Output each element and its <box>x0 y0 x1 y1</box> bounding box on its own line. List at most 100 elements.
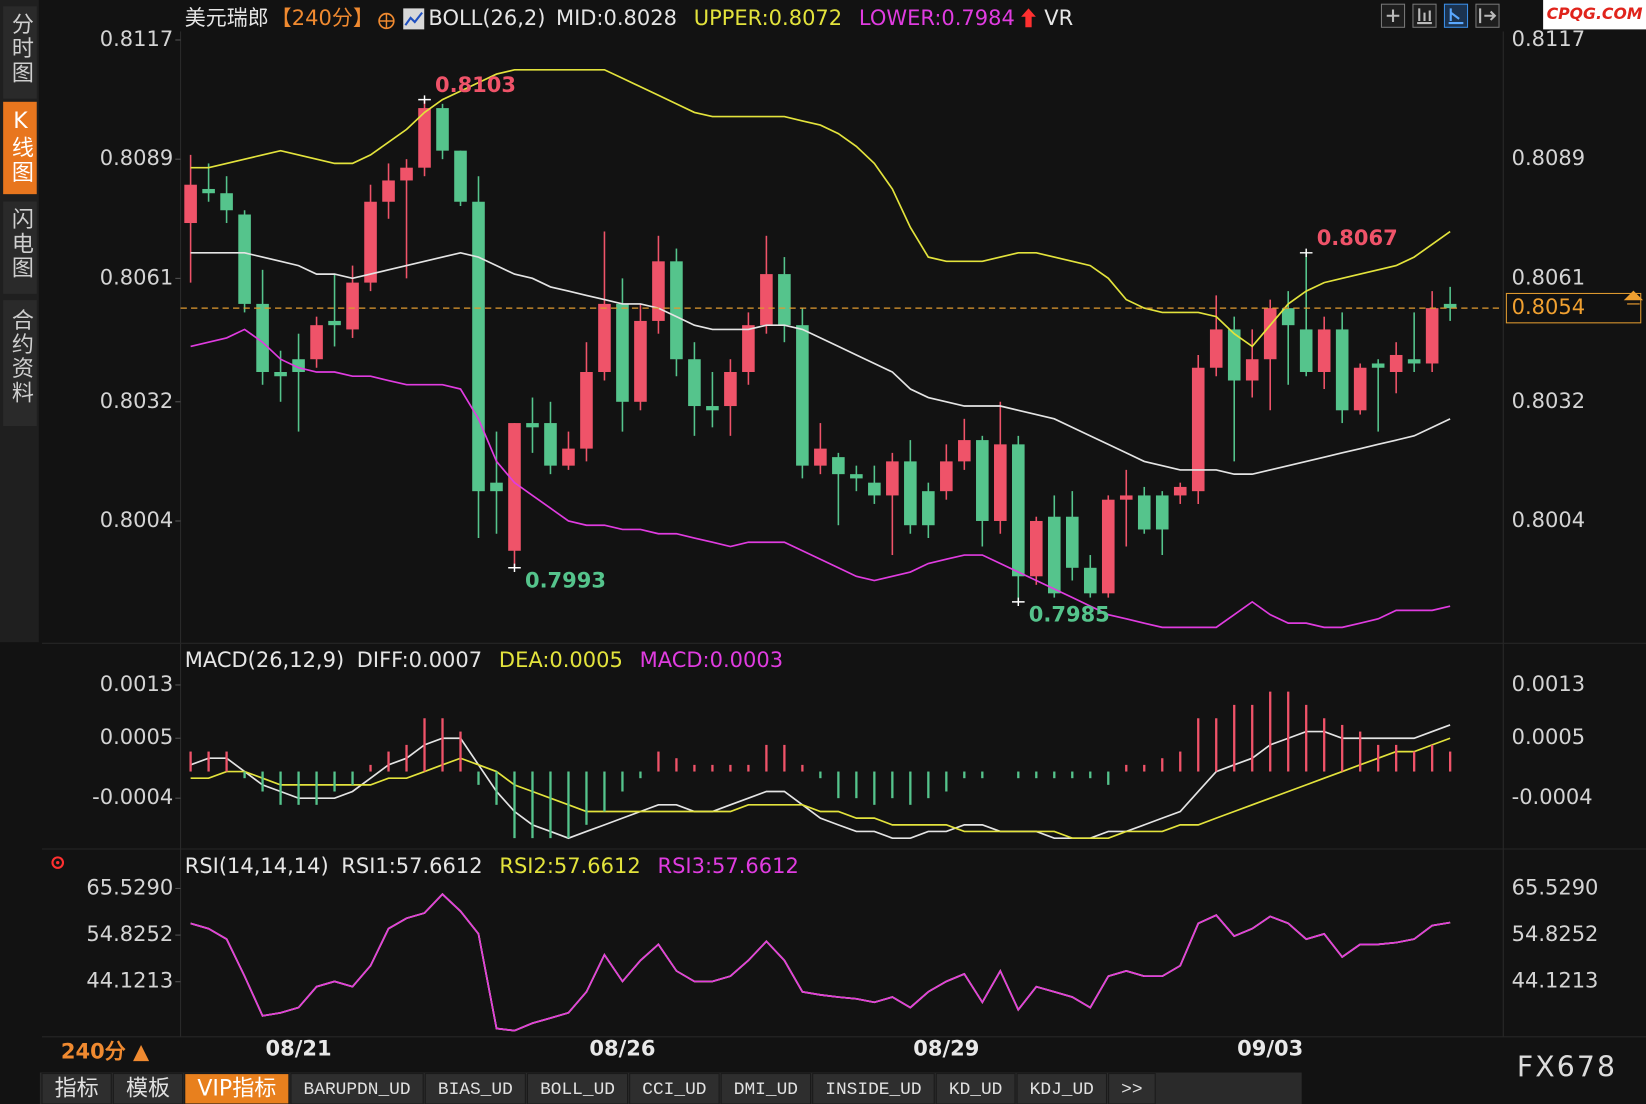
tab-bg[interactable] <box>629 1073 720 1104</box>
candle-body <box>1407 359 1421 364</box>
candle-body <box>670 261 683 360</box>
tab-label[interactable]: CCI_UD <box>642 1080 706 1100</box>
candle-body <box>1155 495 1169 530</box>
candle-body <box>1443 303 1457 309</box>
tab-bg[interactable] <box>290 1073 424 1104</box>
legend-entry: MID:0.8028 <box>556 6 677 30</box>
candle-body <box>778 274 791 326</box>
y-tick-label-right: 0.8117 <box>1512 27 1585 51</box>
extreme-marker <box>1299 248 1313 258</box>
sidebar-tab[interactable] <box>3 201 37 294</box>
tab-bg[interactable] <box>424 1073 526 1104</box>
extreme-marker <box>1012 597 1025 607</box>
tab-bg[interactable] <box>720 1073 812 1104</box>
tab-bg[interactable] <box>1016 1073 1108 1104</box>
candle-body <box>346 282 359 330</box>
tab-bg[interactable] <box>935 1073 1016 1104</box>
candle-body <box>1263 308 1277 360</box>
trend-arrow-icon <box>1021 8 1036 28</box>
x-tick-label: 09/03 <box>1237 1036 1303 1060</box>
tab-label[interactable]: BOLL_UD <box>540 1080 615 1100</box>
tab-bg[interactable] <box>1108 1073 1156 1104</box>
sidebar-label[interactable]: 合约资料 <box>8 309 34 406</box>
candle-body <box>760 274 773 326</box>
y-tick-label: 0.0005 <box>100 725 173 749</box>
tab-label[interactable]: VIP指标 <box>197 1076 276 1101</box>
candle-body <box>400 167 413 181</box>
y-tick-label: 0.8004 <box>100 508 173 532</box>
y-tick-label-right: 0.8032 <box>1512 389 1585 413</box>
tab-bg[interactable] <box>112 1073 184 1104</box>
candle-body <box>706 406 719 411</box>
legend-entry: UPPER:0.8072 <box>694 6 842 30</box>
candle-body <box>1137 495 1151 530</box>
x-tick-label: 08/21 <box>266 1036 332 1060</box>
period-label[interactable]: 240分 ▲ <box>61 1040 150 1064</box>
tab-label[interactable]: KDJ_UD <box>1030 1080 1094 1100</box>
rsi-icon <box>51 856 65 869</box>
y-tick-label: 65.5290 <box>86 875 173 899</box>
candle-body <box>1425 308 1439 364</box>
candle-body <box>1101 499 1115 594</box>
y-tick-label-right: 44.1213 <box>1512 969 1599 993</box>
candle-body <box>256 303 269 372</box>
candle-body <box>796 325 809 466</box>
legend-entry: DEA:0.0005 <box>499 648 623 672</box>
tab-label[interactable]: 模板 <box>126 1076 170 1101</box>
candle-body <box>1065 516 1079 568</box>
last-price-box <box>1505 292 1642 324</box>
indicator-line <box>190 328 1451 629</box>
candle-body <box>1371 363 1385 368</box>
tab-label[interactable]: BIAS_UD <box>438 1080 513 1100</box>
legend-entry: RSI2:57.6612 <box>499 854 640 878</box>
sidebar-label[interactable]: K线图 <box>8 109 33 184</box>
tab-bg[interactable] <box>526 1073 629 1104</box>
indicator-icon <box>403 8 425 30</box>
indicator-line <box>190 68 1451 348</box>
y-tick-label: 0.0013 <box>100 672 173 696</box>
sidebar-tab[interactable] <box>3 300 37 427</box>
extreme-label: 0.8103 <box>435 73 516 97</box>
candle-body <box>724 371 737 407</box>
y-tick-label: 44.1213 <box>86 969 173 993</box>
candle-body <box>688 359 701 407</box>
tab-label[interactable]: BARUPDN_UD <box>304 1080 411 1100</box>
tab-label[interactable]: KD_UD <box>949 1080 1003 1100</box>
tab-bg[interactable] <box>812 1073 935 1104</box>
sidebar-label[interactable]: 闪电图 <box>8 208 33 280</box>
toolbar-icons[interactable] <box>1380 3 1500 28</box>
candle-body <box>418 108 431 168</box>
candle-body <box>580 371 593 449</box>
y-tick-label-right: 54.8252 <box>1512 922 1599 946</box>
tab-label[interactable]: 指标 <box>55 1076 99 1101</box>
y-tick-label: 54.8252 <box>86 922 173 946</box>
y-tick-label-right: 0.8061 <box>1512 265 1585 289</box>
tab-bg[interactable] <box>41 1073 112 1104</box>
last-price-label: 0.8054 <box>1512 295 1585 319</box>
legend-entry: MACD:0.0003 <box>640 648 783 672</box>
watermark: CPQG.COM <box>1547 4 1643 23</box>
tab-label[interactable]: DMI_UD <box>734 1080 798 1100</box>
panel-period: 【240分】 <box>271 6 374 30</box>
candle-body <box>1209 329 1223 368</box>
candle-body <box>544 423 557 466</box>
candle-body <box>1173 486 1187 496</box>
candle-body <box>1029 520 1043 577</box>
y-tick-label: 0.8117 <box>100 27 173 51</box>
tab-bg[interactable] <box>184 1073 290 1104</box>
candle-body <box>436 108 449 151</box>
panel-title: 美元瑞郎 <box>185 6 269 30</box>
candle-body <box>958 440 971 462</box>
sidebar-tab[interactable] <box>3 6 37 99</box>
extreme-label: 0.7993 <box>525 568 606 592</box>
tab-label[interactable]: INSIDE_UD <box>825 1080 921 1100</box>
sidebar-tab-active[interactable] <box>3 101 37 195</box>
tab-label[interactable]: >> <box>1121 1080 1142 1100</box>
sidebar-label[interactable]: 分时图 <box>8 13 34 85</box>
x-tick-label: 08/26 <box>589 1036 655 1060</box>
candle-body <box>904 461 917 526</box>
y-tick-label-right: -0.0004 <box>1512 785 1593 809</box>
candle-body <box>1245 359 1259 381</box>
